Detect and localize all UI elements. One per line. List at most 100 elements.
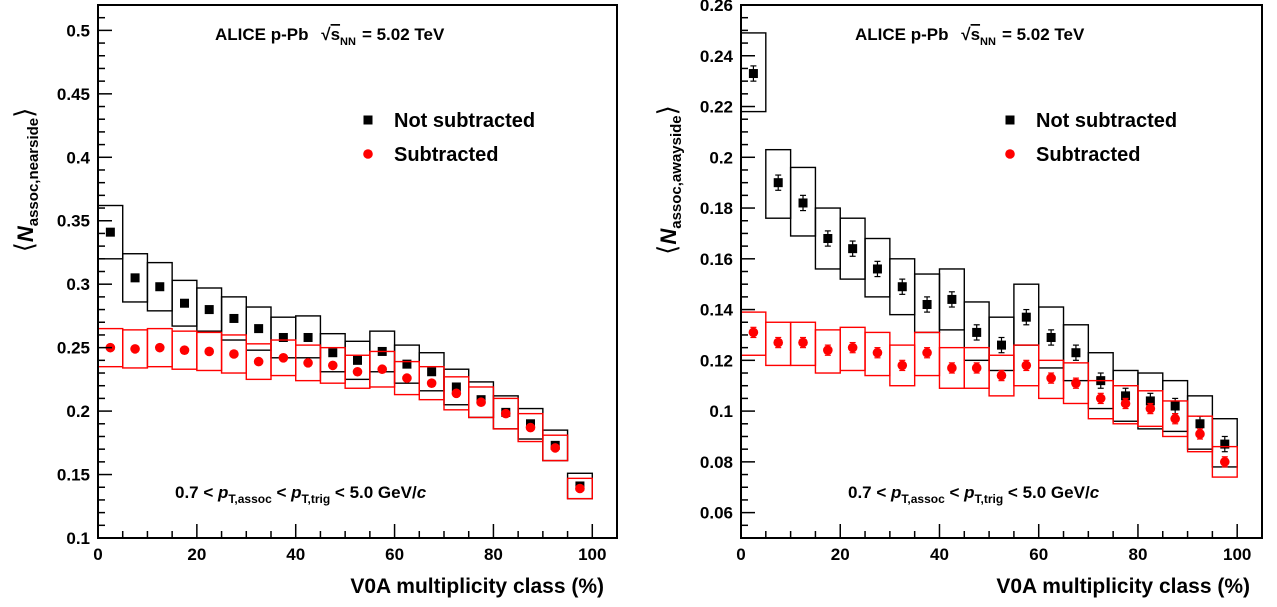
awayside-subtracted-point [1021, 360, 1032, 371]
awayside-not-subtracted-sys-box [789, 166, 817, 237]
nearside-x-axis-label: V0A multiplicity class (%) [350, 575, 604, 598]
nearside-not-subtracted-point [427, 367, 437, 377]
nearside-subtracted-point [179, 345, 190, 355]
nearside-not-subtracted-point [155, 282, 165, 292]
awayside-x-tick-label: 0 [736, 545, 745, 564]
nearside-legend: Not subtracted Subtracted [363, 110, 535, 166]
awayside-legend-not-subtracted-label: Not subtracted [1036, 110, 1177, 132]
awayside-x-tick-label: 40 [930, 545, 949, 564]
awayside-not-subtracted-point [773, 178, 783, 188]
nearside-title-s-sub: NN [340, 36, 356, 48]
nearside-subtracted-point [204, 346, 215, 357]
awayside-x-tick-label: 20 [831, 545, 850, 564]
nearside-y-tick-label: 0.15 [57, 466, 90, 485]
awayside-subtracted-sys-box [1186, 415, 1214, 453]
awayside-not-subtracted-point [1220, 439, 1230, 449]
nearside-y-axis-label: ⟨Nassoc,nearside⟩ [9, 108, 42, 253]
awayside-not-subtracted-point [1046, 332, 1056, 342]
awayside-y-tick-label: 0.26 [700, 0, 733, 15]
awayside-title-energy: = 5.02 TeV [1002, 25, 1085, 44]
nearside-y-tick-label: 0.5 [66, 21, 90, 40]
nearside-subtracted-point [130, 344, 140, 354]
awayside-subtracted-point [847, 342, 858, 353]
awayside-not-subtracted-point [748, 69, 758, 79]
awayside-y-tick-label: 0.14 [700, 301, 734, 320]
awayside-subtracted-point [1195, 429, 1205, 439]
nearside-subtracted-point [154, 342, 165, 353]
awayside-subtracted-point [1046, 373, 1056, 383]
nearside-y-tick-label: 0.4 [66, 148, 90, 167]
awayside-y-tick-label: 0.24 [700, 47, 734, 66]
awayside-subtracted-point [773, 337, 784, 348]
nearside-subtracted-point [500, 408, 511, 419]
awayside-subtracted-point [748, 327, 759, 338]
nearside-not-subtracted-point [105, 227, 115, 237]
nearside-subtracted-point [550, 443, 561, 453]
nearside-subtracted-sys-box [517, 412, 544, 443]
awayside-y-axis-label: ⟨Nassoc,awayside⟩ [652, 105, 685, 255]
awayside-y-tick-label: 0.1 [709, 402, 733, 421]
awayside-not-subtracted-point [972, 327, 982, 337]
nearside-not-subtracted-point [130, 273, 140, 283]
awayside-subtracted-point [1120, 398, 1131, 409]
awayside-not-subtracted-point [947, 294, 957, 304]
svg-text:⟨Nassoc,awayside⟩: ⟨Nassoc,awayside⟩ [652, 105, 685, 255]
awayside-not-subtracted-sys-box [938, 268, 965, 331]
nearside-not-subtracted-point [303, 332, 313, 342]
awayside-not-subtracted-point [1071, 348, 1081, 358]
nearside-not-subtracted-point [402, 359, 412, 369]
awayside-subtracted-sys-box [1211, 445, 1238, 478]
awayside-title-s: s [971, 25, 980, 44]
nearside-y-tick-label: 0.1 [66, 529, 90, 548]
awayside-not-subtracted-point [1121, 391, 1131, 401]
nearside-title: ALICE p-Pb √sNN = 5.02 TeV [215, 25, 445, 48]
awayside-subtracted-point [947, 363, 957, 373]
awayside-y-tick-label: 0.06 [700, 504, 733, 523]
nearside-subtracted-point [278, 352, 289, 363]
nearside-y-tick-label: 0.3 [66, 275, 90, 294]
awayside-title-s-sub: NN [980, 36, 996, 48]
awayside-y-tick-label: 0.22 [700, 98, 733, 117]
nearside-subtracted-point [327, 360, 338, 371]
awayside-not-subtracted-point [1195, 419, 1205, 429]
awayside-subtracted-point [1071, 378, 1081, 388]
awayside-axes: 0 20 40 60 80 100 0.06 0.08 0.1 0.12 0.14 0.16 0.18 0… [700, 0, 1263, 564]
awayside-panel: 0 20 40 60 80 100 0.06 0.08 0.1 0.12 0.14 0.16 0.18 0… [652, 0, 1263, 598]
nearside-title-sqrt: √ [321, 25, 331, 44]
awayside-not-subtracted-point [798, 198, 808, 208]
nearside-subtracted-point [377, 364, 388, 375]
awayside-subtracted-point [1145, 403, 1156, 414]
nearside-cut-label: 0.7 < pT,assoc < pT,trig < 5.0 GeV/c [175, 483, 427, 506]
awayside-x-tick-label: 60 [1029, 545, 1048, 564]
nearside-legend-subtracted-marker [363, 149, 373, 159]
awayside-not-subtracted-point [922, 299, 932, 309]
awayside-not-subtracted-point [1145, 396, 1155, 406]
nearside-subtracted-point [451, 388, 462, 399]
awayside-not-subtracted-point [897, 282, 907, 292]
awayside-subtracted-point [1219, 457, 1230, 467]
nearside-legend-not-subtracted-marker [363, 115, 373, 125]
nearside-axes: 0 20 40 60 80 100 0.1 0.15 0.2 0.25 0.3 0.35 0.4 0.45… [57, 4, 618, 564]
nearside-x-tick-label: 0 [93, 545, 102, 564]
nearside-subtracted-point [426, 378, 437, 388]
nearside-not-subtracted-point [180, 298, 189, 308]
nearside-subtracted-point [525, 422, 536, 433]
nearside-panel: 0 20 40 60 80 100 0.1 0.15 0.2 0.25 0.3 0.35 0.4 0.45… [9, 4, 618, 598]
awayside-subtracted-point [872, 347, 883, 358]
nearside-not-subtracted-point [204, 305, 214, 315]
awayside-y-tick-label: 0.16 [700, 250, 733, 269]
nearside-subtracted-sys-box [566, 477, 593, 500]
awayside-title-sqrt: √ [961, 25, 971, 44]
nearside-subtracted-point [575, 483, 585, 494]
nearside-not-subtracted-point [254, 324, 264, 334]
nearside-x-tick-label: 40 [286, 545, 305, 564]
awayside-legend-subtracted-label: Subtracted [1036, 144, 1140, 166]
awayside-title: ALICE p-Pb √sNN = 5.02 TeV [855, 25, 1085, 48]
nearside-x-tick-label: 60 [385, 545, 404, 564]
nearside-subtracted-point [352, 366, 363, 377]
nearside-not-subtracted-point [353, 355, 362, 365]
nearside-x-tick-label: 20 [187, 545, 206, 564]
nearside-not-subtracted-point [451, 382, 461, 392]
awayside-subtracted-point [1095, 393, 1106, 404]
awayside-subtracted-point [798, 337, 808, 348]
